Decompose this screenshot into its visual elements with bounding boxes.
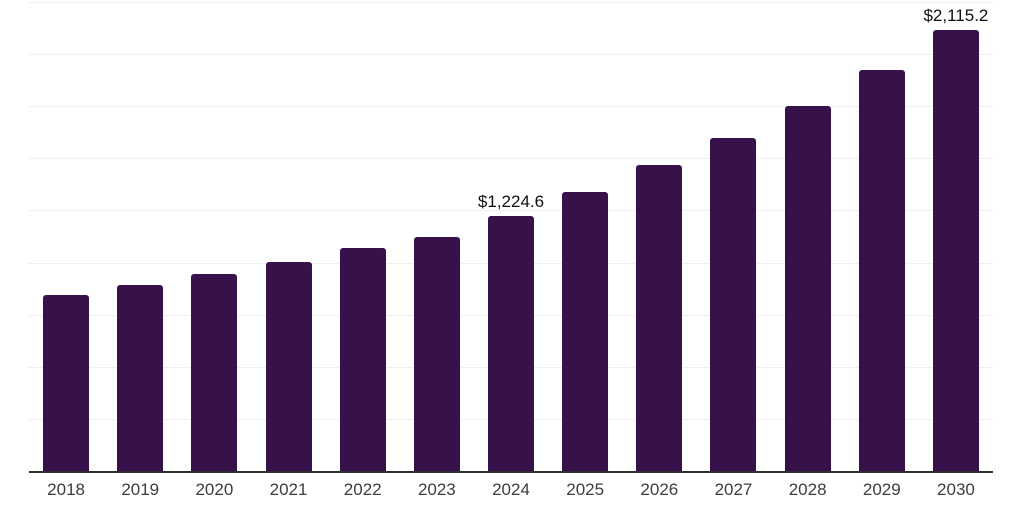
bar-2029 (858, 69, 905, 471)
x-label-2021: 2021 (269, 480, 308, 499)
bar-2024 (488, 215, 534, 471)
bar-2026 (636, 165, 683, 471)
x-label-2020: 2020 (195, 480, 234, 499)
x-label-2027: 2027 (714, 480, 753, 499)
x-label-2030: 2030 (937, 480, 975, 499)
bar-2028 (784, 106, 831, 471)
gridline (29, 210, 993, 212)
plot-area: $1,224.6 $2,115.2 (29, 2, 993, 473)
x-label-2024: 2024 (492, 480, 530, 499)
bar-2018 (43, 294, 90, 471)
x-label-2022: 2022 (343, 480, 382, 499)
x-label-2023: 2023 (417, 480, 456, 499)
gridline (29, 158, 993, 160)
bar-2021 (265, 261, 312, 471)
bar-2027 (710, 137, 757, 471)
x-axis-labels: 2018 2019 2020 2021 2022 2023 2024 2025 2026 2027… (29, 481, 993, 501)
bar-2023 (413, 237, 460, 471)
bar-2030 (932, 30, 979, 471)
x-label-2029: 2029 (862, 480, 901, 499)
bar-2020 (191, 274, 238, 471)
x-label-2019: 2019 (121, 480, 160, 499)
value-label-2030: $2,115.2 (923, 6, 989, 26)
x-label-2028: 2028 (788, 480, 827, 499)
bar-2022 (339, 247, 386, 471)
x-label-2026: 2026 (640, 480, 679, 499)
bar-2025 (562, 191, 609, 471)
gridline (29, 2, 993, 3)
x-label-2018: 2018 (47, 480, 85, 499)
gridline (29, 54, 993, 56)
x-label-2025: 2025 (566, 480, 605, 499)
bar-2019 (117, 284, 164, 471)
gridline (29, 106, 993, 108)
value-label-2024: $1,224.6 (477, 191, 545, 211)
x-axis-line (29, 471, 993, 473)
